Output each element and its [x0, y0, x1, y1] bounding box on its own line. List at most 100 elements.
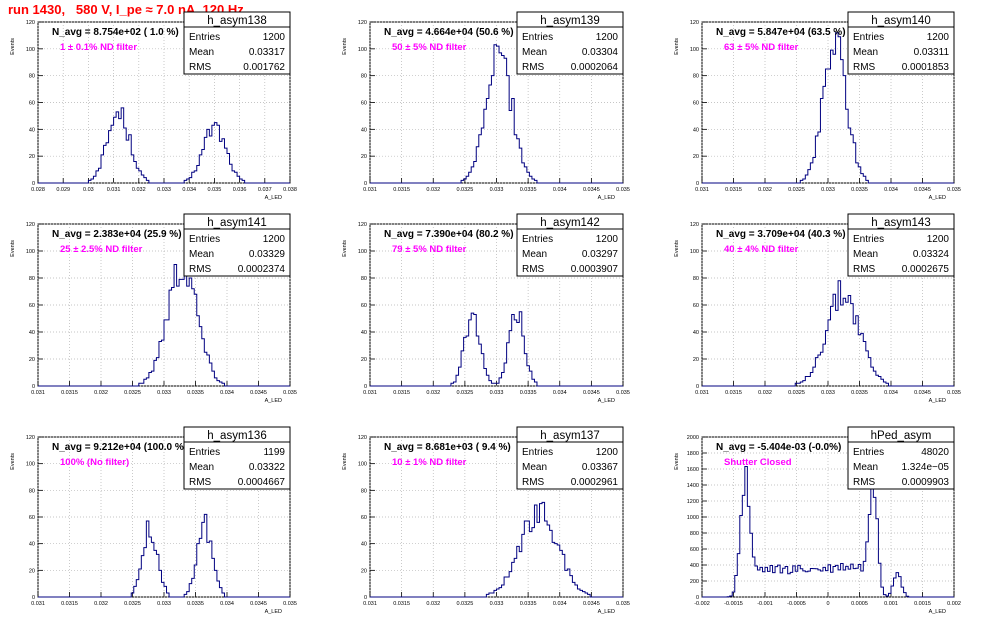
histogram-series: [370, 44, 623, 184]
stats-value: 1200: [596, 447, 619, 458]
x-tick-label: 0.0335: [520, 390, 537, 396]
x-tick-label: 0.0315: [725, 390, 742, 396]
stats-title: h_asym137: [540, 430, 599, 442]
histogram-series: [702, 466, 954, 598]
y-tick-label: 60: [361, 515, 367, 521]
x-tick-label: 0.0335: [187, 601, 204, 607]
filter-label: 25 ± 2.5% ND filter: [60, 244, 143, 255]
x-tick-label: 0.036: [233, 187, 247, 193]
x-axis-label: A_LED: [598, 398, 615, 404]
y-tick-label: 1400: [687, 483, 699, 489]
x-tick-label: 0.031: [363, 601, 377, 607]
x-tick-label: 0.034: [553, 187, 567, 193]
histogram-panel-h_asym140: 0.031 0.0315 0.032 0.0325 0.033 0.0335 0.034 0.…: [674, 11, 961, 201]
x-tick-label: 0.032: [426, 390, 440, 396]
stats-key: Mean: [853, 462, 878, 473]
x-axis-label: A_LED: [929, 398, 946, 404]
x-axis-label: A_LED: [929, 609, 946, 615]
x-tick-label: 0.035: [208, 187, 222, 193]
x-tick-label: 0.0325: [788, 390, 805, 396]
stats-box: [516, 426, 624, 490]
stats-box: [847, 426, 955, 490]
x-tick-label: 0.035: [947, 187, 961, 193]
y-tick-label: 80: [29, 276, 35, 282]
stats-key: Entries: [189, 234, 220, 245]
x-tick-label: 0.0315: [393, 601, 410, 607]
y-tick-label: 100: [26, 462, 35, 468]
x-tick-label: 0.0325: [456, 390, 473, 396]
x-axis-label: A_LED: [265, 398, 282, 404]
stats-title: h_asym139: [540, 15, 599, 27]
x-tick-label: 0.0325: [456, 601, 473, 607]
filter-label: 79 ± 5% ND filter: [392, 244, 467, 255]
x-tick-label: 0.033: [490, 390, 504, 396]
y-tick-label: 0: [32, 384, 35, 390]
x-tick-label: 0.0325: [124, 390, 141, 396]
x-tick-label: 0.0345: [914, 187, 931, 193]
x-tick-label: 0.0335: [520, 187, 537, 193]
stats-key: Entries: [189, 32, 220, 43]
histogram-panel-h_asym139: 0.031 0.0315 0.032 0.0325 0.033 0.0335 0.034 0.…: [342, 11, 630, 201]
x-tick-label: 0.037: [258, 187, 272, 193]
x-tick-label: 0.032: [132, 187, 146, 193]
y-axis-label: Events: [674, 453, 680, 470]
stats-value: 0.001762: [243, 62, 285, 73]
y-tick-label: 100: [358, 249, 367, 255]
histogram-panel-h_asym143: 0.031 0.0315 0.032 0.0325 0.033 0.0335 0.034 0.…: [674, 213, 961, 404]
stats-value: 0.0002675: [902, 264, 950, 275]
x-tick-label: 0.032: [94, 390, 108, 396]
y-tick-label: 60: [693, 303, 699, 309]
x-tick-label: 0.032: [758, 390, 772, 396]
y-tick-label: 1600: [687, 467, 699, 473]
y-tick-label: 100: [690, 47, 699, 53]
stats-value: 0.0002374: [238, 264, 286, 275]
stats-key: Entries: [189, 447, 220, 458]
histogram-series: [370, 311, 623, 387]
y-tick-label: 120: [358, 222, 367, 228]
stats-value: 0.03324: [913, 249, 950, 260]
stats-value: 0.0009903: [902, 477, 950, 488]
y-tick-label: 40: [361, 127, 367, 133]
stats-value: 1200: [596, 234, 619, 245]
y-tick-label: 600: [690, 547, 699, 553]
x-tick-label: 0.03: [83, 187, 94, 193]
x-tick-label: 0.034: [220, 390, 234, 396]
x-tick-label: 0.033: [490, 601, 504, 607]
y-tick-label: 100: [690, 249, 699, 255]
x-tick-label: -0.0015: [724, 601, 743, 607]
x-tick-label: 0.034: [884, 390, 898, 396]
stats-value: 0.0002961: [571, 477, 619, 488]
y-tick-label: 120: [358, 435, 367, 441]
y-axis-label: Events: [342, 240, 348, 257]
y-tick-label: 20: [693, 357, 699, 363]
x-tick-label: 0.032: [758, 187, 772, 193]
y-tick-label: 200: [690, 579, 699, 585]
y-tick-label: 40: [693, 127, 699, 133]
y-tick-label: 0: [364, 595, 367, 601]
x-tick-label: 0.002: [947, 601, 961, 607]
stats-key: RMS: [189, 477, 212, 488]
stats-key: Mean: [522, 249, 547, 260]
x-tick-label: 0.0345: [583, 187, 600, 193]
y-tick-label: 40: [361, 330, 367, 336]
x-tick-label: 0.0015: [914, 601, 931, 607]
stats-value: 48020: [921, 447, 949, 458]
x-tick-label: 0.028: [31, 187, 45, 193]
histogram-series: [38, 107, 290, 184]
n-avg-label: N_avg = 4.664e+04 (50.6 %): [384, 27, 514, 38]
y-tick-label: 120: [26, 435, 35, 441]
x-tick-label: 0.0335: [187, 390, 204, 396]
y-tick-label: 20: [361, 154, 367, 160]
y-tick-label: 80: [693, 276, 699, 282]
y-tick-label: 80: [361, 488, 367, 494]
y-tick-label: 40: [693, 330, 699, 336]
histogram-panel-hPed_asym: -0.002 -0.0015 -0.001 -0.0005 0 0.0005 0.001 0.…: [674, 426, 961, 615]
stats-value: 0.03322: [249, 462, 286, 473]
stats-key: Entries: [853, 447, 884, 458]
y-tick-label: 20: [693, 154, 699, 160]
stats-value: 0.03311: [914, 47, 950, 58]
x-tick-label: 0: [826, 601, 829, 607]
y-axis-label: Events: [342, 38, 348, 55]
y-tick-label: 80: [693, 74, 699, 80]
y-tick-label: 0: [32, 181, 35, 187]
